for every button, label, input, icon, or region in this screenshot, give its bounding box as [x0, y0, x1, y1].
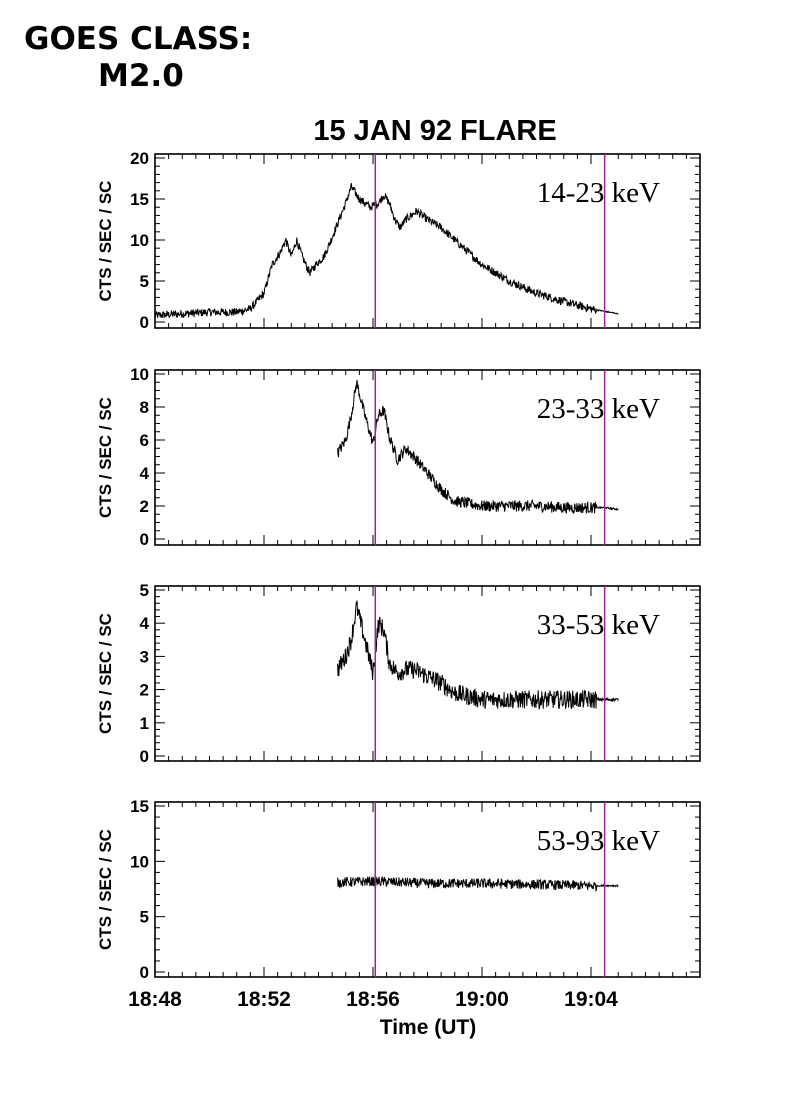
goes-class-value: M2.0	[98, 58, 184, 94]
panel-2: 0 2 4 6 8 10 CTS / SEC / SC 23-33 keV	[96, 365, 701, 549]
energy-band-label: 14-23 keV	[537, 177, 660, 209]
y-tick-label: 20	[130, 149, 149, 168]
y-tick-label: 0	[140, 530, 149, 549]
count-rate-trace	[337, 600, 619, 710]
y-axis-label: CTS / SEC / SC	[96, 613, 115, 734]
x-tick-label: 19:04	[564, 988, 618, 1011]
x-tick-label: 18:52	[237, 988, 291, 1011]
panel-3: 0 1 2 3 4 5 CTS / SEC / SC 33-53 keV	[96, 581, 701, 766]
panel-4: 0 5 10 15 CTS / SEC / SC 53-93 keV	[96, 797, 701, 982]
y-tick-label: 0	[140, 313, 149, 332]
y-tick-label: 1	[140, 714, 149, 733]
y-tick-label: 0	[140, 963, 149, 982]
y-axis-label: CTS / SEC / SC	[96, 829, 115, 950]
y-tick-label: 8	[140, 398, 149, 417]
y-axis-label: CTS / SEC / SC	[96, 397, 115, 518]
count-rate-trace	[154, 183, 619, 319]
y-tick-label: 0	[140, 747, 149, 766]
count-rate-trace	[337, 379, 619, 515]
y-tick-label: 15	[130, 190, 149, 209]
x-tick-label: 18:56	[346, 988, 400, 1011]
y-tick-label: 5	[140, 908, 149, 927]
y-axis-label: CTS / SEC / SC	[96, 181, 115, 302]
y-tick-label: 2	[140, 681, 149, 700]
x-tick-label: 19:00	[455, 988, 509, 1011]
y-tick-label: 10	[130, 231, 149, 250]
x-axis-label: Time (UT)	[380, 1016, 476, 1039]
y-tick-label: 15	[130, 797, 149, 816]
energy-band-label: 53-93 keV	[537, 825, 660, 857]
energy-band-label: 23-33 keV	[537, 393, 660, 425]
panel-1: 0 5 10 15 20 CTS / SEC / SC 14-23 keV	[96, 149, 701, 332]
count-rate-trace	[337, 875, 619, 893]
energy-band-label: 33-53 keV	[537, 609, 660, 641]
y-tick-label: 4	[140, 464, 150, 483]
y-tick-label: 10	[130, 365, 149, 384]
y-tick-label: 4	[140, 614, 150, 633]
y-tick-label: 3	[140, 647, 149, 666]
y-tick-label: 6	[140, 431, 149, 450]
y-tick-label: 10	[130, 852, 149, 871]
goes-class-heading: GOES CLASS:	[24, 21, 252, 57]
y-tick-label: 5	[140, 272, 149, 291]
y-tick-label: 5	[140, 581, 149, 600]
x-tick-label: 18:48	[128, 988, 182, 1011]
chart-title: 15 JAN 92 FLARE	[313, 115, 556, 147]
y-tick-label: 2	[140, 497, 149, 516]
